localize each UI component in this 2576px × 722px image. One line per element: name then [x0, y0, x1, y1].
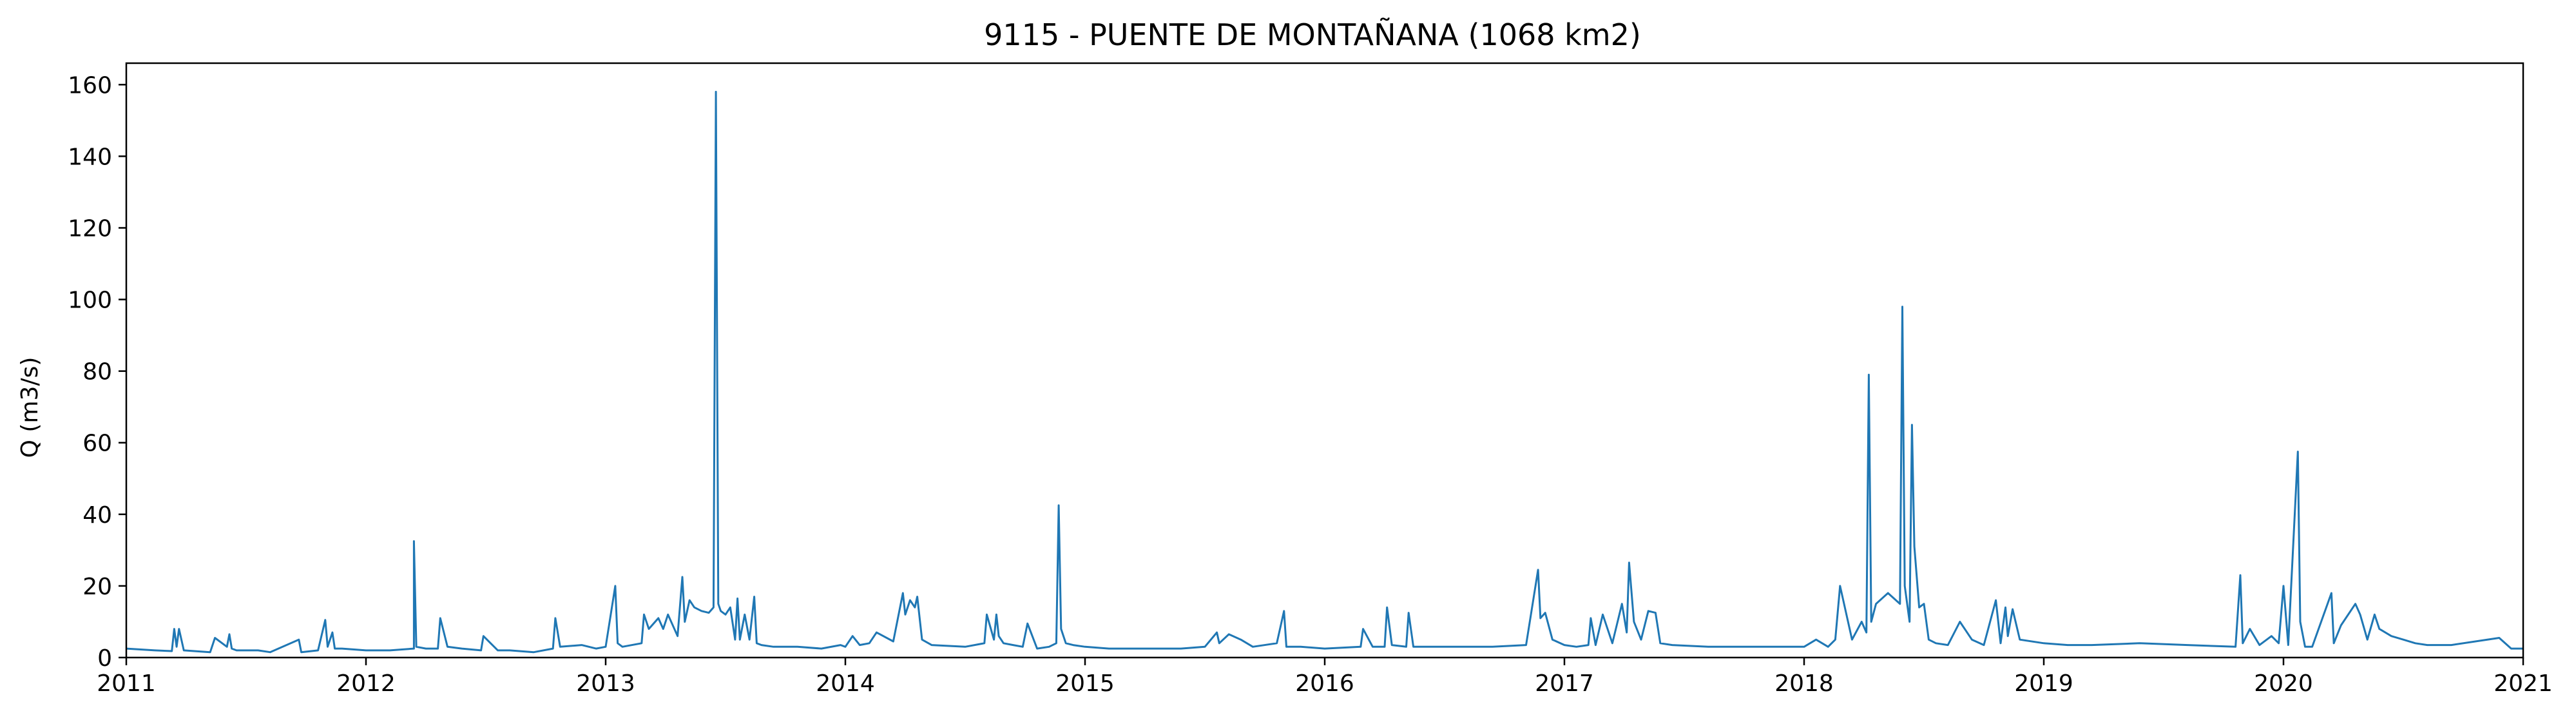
x-tick-label: 2018	[1774, 670, 1834, 697]
x-tick-label: 2013	[576, 670, 635, 697]
y-tick-label: 40	[82, 502, 112, 529]
x-tick-label: 2011	[97, 670, 156, 697]
x-tick-label: 2015	[1055, 670, 1115, 697]
x-axis: 2011 2012 2013 2014 2015 2016 2017 2018 2019 2020…	[97, 658, 2553, 697]
x-tick-label: 2014	[816, 670, 875, 697]
y-tick-label: 0	[97, 645, 112, 672]
y-axis-title: Q (m3/s)	[17, 357, 43, 458]
y-tick-label: 160	[68, 72, 112, 99]
series-line-0	[126, 90, 2523, 654]
y-tick-label: 20	[82, 574, 112, 600]
y-axis: 0 20 40 60 80 100 120 140 160	[68, 72, 126, 672]
x-tick-label: 2019	[2014, 670, 2073, 697]
y-tick-label: 100	[68, 288, 112, 314]
plot-frame	[125, 62, 2524, 659]
y-tick-label: 140	[68, 144, 112, 170]
plot-area	[126, 90, 2523, 654]
y-tick-label: 60	[82, 431, 112, 457]
chart-title: 9115 - PUENTE DE MONTAÑANA (1068 km2)	[984, 17, 1641, 52]
x-tick-label: 2012	[336, 670, 396, 697]
y-tick-label: 120	[68, 215, 112, 242]
x-tick-label: 2017	[1535, 670, 1594, 697]
y-tick-label: 80	[82, 359, 112, 385]
x-tick-label: 2020	[2254, 670, 2313, 697]
x-tick-label: 2016	[1295, 670, 1354, 697]
x-tick-label: 2021	[2494, 670, 2553, 697]
